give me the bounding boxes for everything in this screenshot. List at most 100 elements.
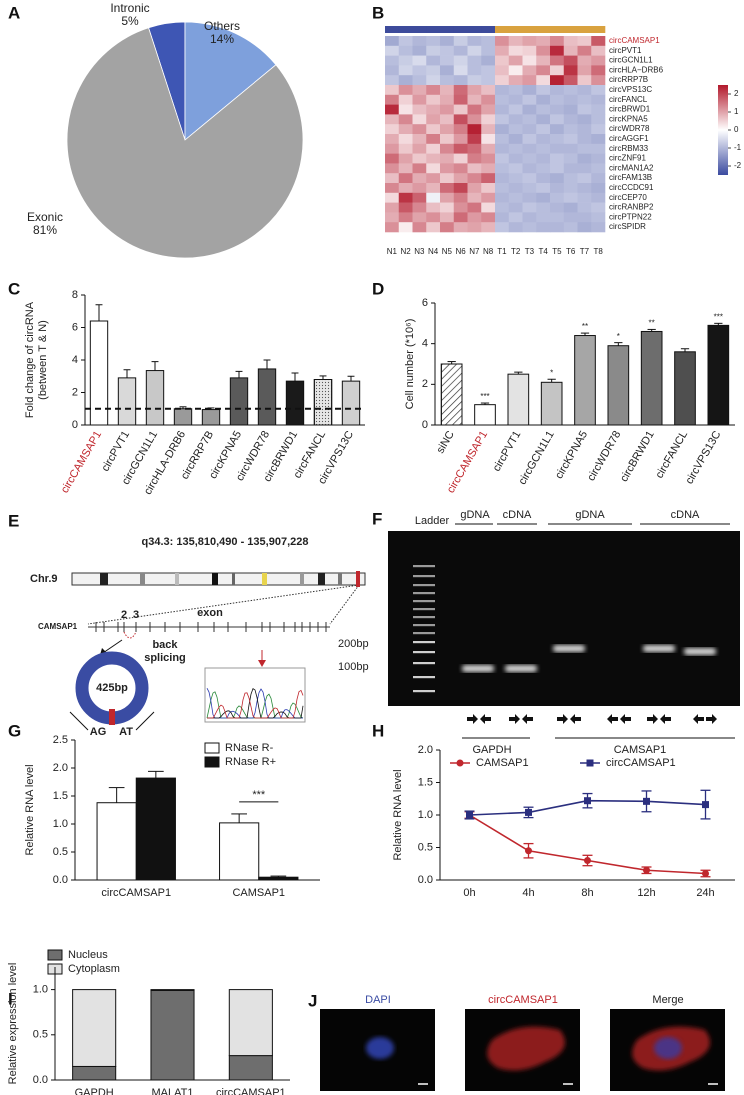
heatmap-cell bbox=[398, 75, 413, 86]
heatmap-cell bbox=[467, 134, 482, 145]
heatmap-cell bbox=[522, 55, 537, 66]
heatmap-cell bbox=[536, 163, 551, 174]
group-bar bbox=[536, 26, 551, 33]
heatmap-cell bbox=[481, 134, 496, 145]
column-label: T4 bbox=[538, 247, 548, 256]
heatmap-cell bbox=[453, 94, 468, 105]
heatmap-cell bbox=[563, 163, 578, 174]
heatmap-cell bbox=[508, 222, 523, 233]
y-tick-label: 1.0 bbox=[418, 809, 433, 821]
heatmap-cell bbox=[550, 202, 565, 213]
heatmap-cell bbox=[412, 85, 427, 96]
slice-value: 14% bbox=[210, 32, 234, 46]
heatmap-cell bbox=[398, 45, 413, 56]
junction-seq: AT bbox=[119, 726, 133, 738]
panel-letter: G bbox=[8, 721, 21, 740]
heatmap-cell bbox=[385, 134, 400, 145]
panel-f: F Ladder gDNA cDNA gDNA cDNA 200bp 100bp… bbox=[338, 509, 740, 756]
heatmap-cell bbox=[453, 114, 468, 125]
heatmap-cell bbox=[550, 45, 565, 56]
group-bar bbox=[412, 26, 427, 33]
heatmap-cell bbox=[508, 65, 523, 76]
marker bbox=[525, 808, 532, 816]
y-tick-label: 0.5 bbox=[418, 841, 433, 853]
heatmap-cell bbox=[522, 134, 537, 145]
gel-band bbox=[643, 645, 675, 652]
heatmap-cell bbox=[550, 192, 565, 203]
heatmap-cell bbox=[385, 173, 400, 184]
heatmap-cell bbox=[412, 65, 427, 76]
heatmap-cell bbox=[398, 163, 413, 174]
x-tick-label: circVPS13C bbox=[683, 429, 723, 486]
marker bbox=[525, 847, 532, 855]
heatmap-cell bbox=[563, 143, 578, 154]
heatmap-cell bbox=[385, 222, 400, 233]
bar bbox=[341, 380, 361, 426]
y-axis-label: Relative RNA level bbox=[392, 769, 404, 860]
bar-segment bbox=[150, 989, 195, 992]
bar bbox=[540, 381, 563, 426]
heatmap-cell bbox=[550, 36, 565, 47]
splice-arc bbox=[123, 631, 137, 639]
locus: q34.3: 135,810,490 - 135,907,228 bbox=[142, 536, 309, 548]
ladder-band bbox=[413, 608, 435, 611]
heatmap-cell bbox=[591, 94, 606, 105]
legend-label: RNase R+ bbox=[225, 756, 276, 768]
y-tick-label: 4 bbox=[422, 338, 428, 350]
x-tick-label: circCAMSAP1 bbox=[101, 887, 171, 899]
y-tick-label: 1.0 bbox=[33, 984, 48, 996]
heatmap-cell bbox=[591, 75, 606, 86]
heatmap-cell bbox=[453, 143, 468, 154]
row-label: circMAN1A2 bbox=[609, 163, 654, 172]
heatmap-cell bbox=[536, 222, 551, 233]
column-label: T1 bbox=[497, 247, 507, 256]
heatmap-cell bbox=[577, 65, 592, 76]
heatmap-cell bbox=[467, 163, 482, 174]
heatmap-cell bbox=[412, 173, 427, 184]
gel-band bbox=[462, 665, 494, 672]
heatmap-cell bbox=[412, 36, 427, 47]
significance: *** bbox=[480, 392, 489, 401]
heatmap-cell bbox=[412, 75, 427, 86]
primer-line bbox=[135, 711, 155, 731]
heatmap-cell bbox=[522, 143, 537, 154]
heatmap-cell bbox=[508, 36, 523, 47]
chromosome-band bbox=[318, 573, 325, 585]
row-label: circCAMSAP1 bbox=[609, 36, 660, 45]
panel-e: E q34.3: 135,810,490 - 135,907,228 Chr.9… bbox=[8, 511, 366, 738]
panel-letter: J bbox=[308, 991, 317, 1010]
heatmap-cell bbox=[440, 202, 455, 213]
heatmap-cell bbox=[426, 104, 441, 115]
heatmap-cell bbox=[481, 104, 496, 115]
heatmap-cell bbox=[481, 85, 496, 96]
slice-label: Exonic bbox=[27, 210, 63, 224]
row-label: circWDR78 bbox=[609, 124, 650, 133]
row-label: circRANBP2 bbox=[609, 203, 654, 212]
x-tick-label: circCAMSAP1 bbox=[216, 1087, 286, 1095]
x-tick-label: MALAT1 bbox=[152, 1087, 194, 1095]
heatmap-cell bbox=[440, 114, 455, 125]
legend-swatch bbox=[204, 756, 220, 768]
panel-letter: E bbox=[8, 511, 19, 530]
chromosome-band bbox=[262, 573, 267, 585]
heatmap-cell bbox=[440, 222, 455, 233]
heatmap-cell bbox=[577, 36, 592, 47]
column-label: N1 bbox=[387, 247, 398, 256]
heatmap-cell bbox=[536, 104, 551, 115]
heatmap-cell bbox=[591, 114, 606, 125]
heatmap-cell bbox=[563, 134, 578, 145]
heatmap-cell bbox=[577, 55, 592, 66]
heatmap-cell bbox=[522, 212, 537, 223]
heatmap-cell bbox=[495, 192, 510, 203]
heatmap-cell bbox=[522, 202, 537, 213]
ladder-band bbox=[413, 584, 435, 587]
row-label: circKPNA5 bbox=[609, 114, 648, 123]
heatmap-cell bbox=[467, 94, 482, 105]
column-label: T5 bbox=[552, 247, 562, 256]
row-label: circHLA−DRB6 bbox=[609, 65, 664, 74]
chromatogram-trace bbox=[206, 687, 303, 719]
heatmap-cell bbox=[426, 124, 441, 135]
row-label: circSPIDR bbox=[609, 222, 646, 231]
heatmap-cell bbox=[536, 45, 551, 56]
marker bbox=[643, 797, 650, 805]
